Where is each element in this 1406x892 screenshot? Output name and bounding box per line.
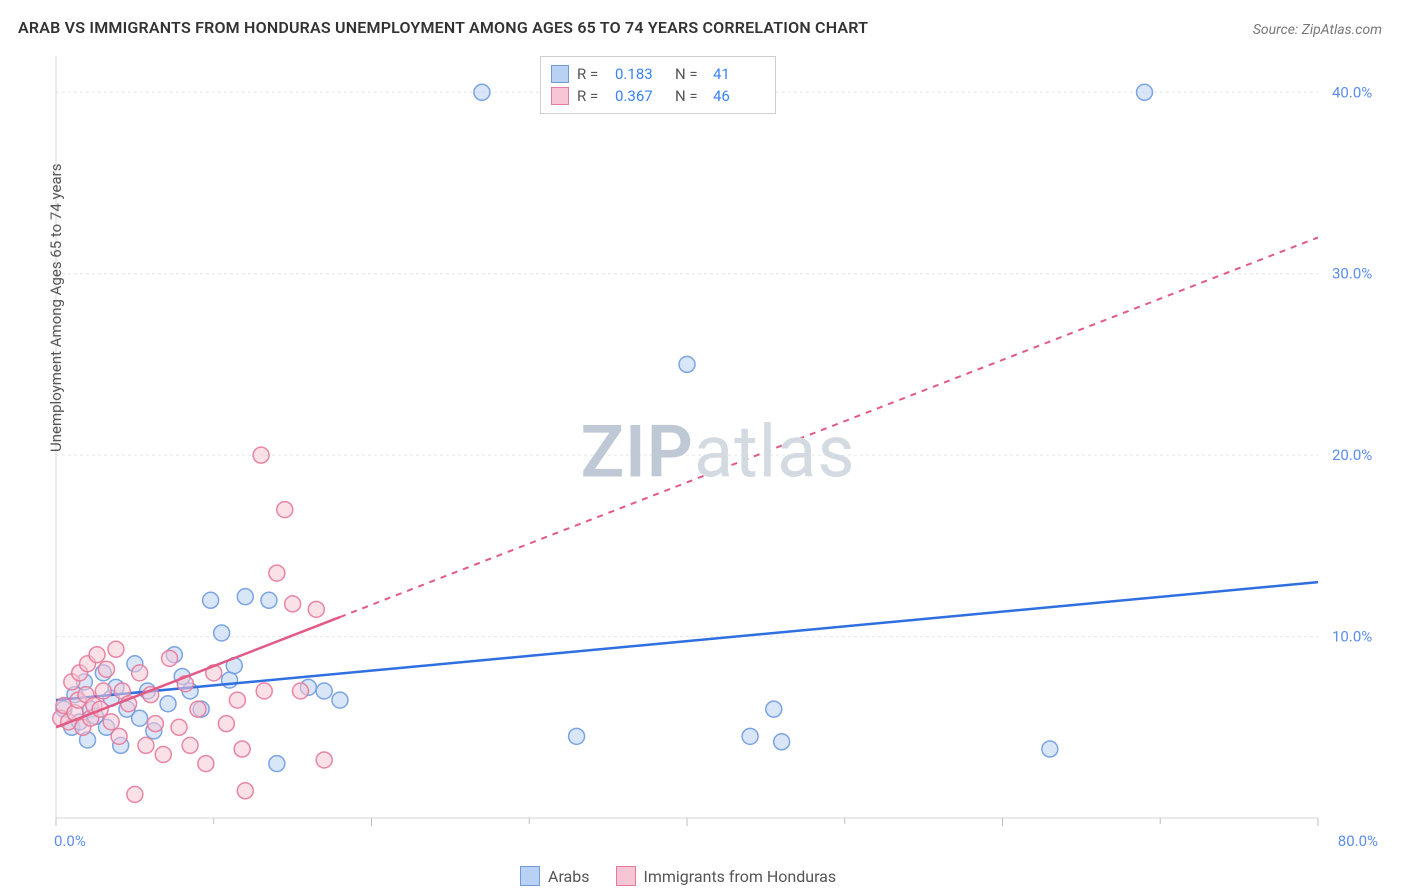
legend-series: Arabs Immigrants from Honduras — [520, 866, 836, 886]
svg-text:30.0%: 30.0% — [1332, 265, 1372, 283]
svg-text:10.0%: 10.0% — [1332, 628, 1372, 646]
chart-source: Source: ZipAtlas.com — [1253, 22, 1382, 38]
legend-r-label: R = — [577, 85, 607, 107]
chart-title: ARAB VS IMMIGRANTS FROM HONDURAS UNEMPLO… — [18, 18, 868, 37]
legend-n-value-honduras: 46 — [713, 85, 765, 107]
legend-r-value-honduras: 0.367 — [615, 85, 667, 107]
legend-swatch-arabs — [551, 65, 569, 83]
svg-text:0.0%: 0.0% — [54, 832, 86, 850]
legend-correlation-box: R = 0.183 N = 41 R = 0.367 N = 46 — [540, 56, 776, 114]
svg-text:40.0%: 40.0% — [1332, 83, 1372, 101]
legend-n-label: N = — [675, 63, 705, 85]
svg-text:20.0%: 20.0% — [1332, 446, 1372, 464]
legend-series-label-honduras: Immigrants from Honduras — [644, 867, 837, 886]
legend-series-item-honduras: Immigrants from Honduras — [616, 866, 837, 886]
legend-swatch-honduras — [551, 87, 569, 105]
legend-r-value-arabs: 0.183 — [615, 63, 667, 85]
legend-corr-row-honduras: R = 0.367 N = 46 — [551, 85, 765, 107]
legend-n-value-arabs: 41 — [713, 63, 765, 85]
chart-plot-area: Unemployment Among Ages 65 to 74 years Z… — [46, 46, 1390, 858]
legend-series-label-arabs: Arabs — [548, 867, 590, 886]
legend-r-label: R = — [577, 63, 607, 85]
legend-n-label: N = — [675, 85, 705, 107]
legend-swatch-honduras — [616, 866, 636, 886]
svg-text:80.0%: 80.0% — [1338, 832, 1378, 850]
chart-svg: 10.0% 20.0% 30.0% 40.0% 0.0% 80.0% — [46, 46, 1390, 858]
legend-swatch-arabs — [520, 866, 540, 886]
y-axis-label: Unemployment Among Ages 65 to 74 years — [47, 164, 65, 452]
legend-series-item-arabs: Arabs — [520, 866, 590, 886]
legend-corr-row-arabs: R = 0.183 N = 41 — [551, 63, 765, 85]
